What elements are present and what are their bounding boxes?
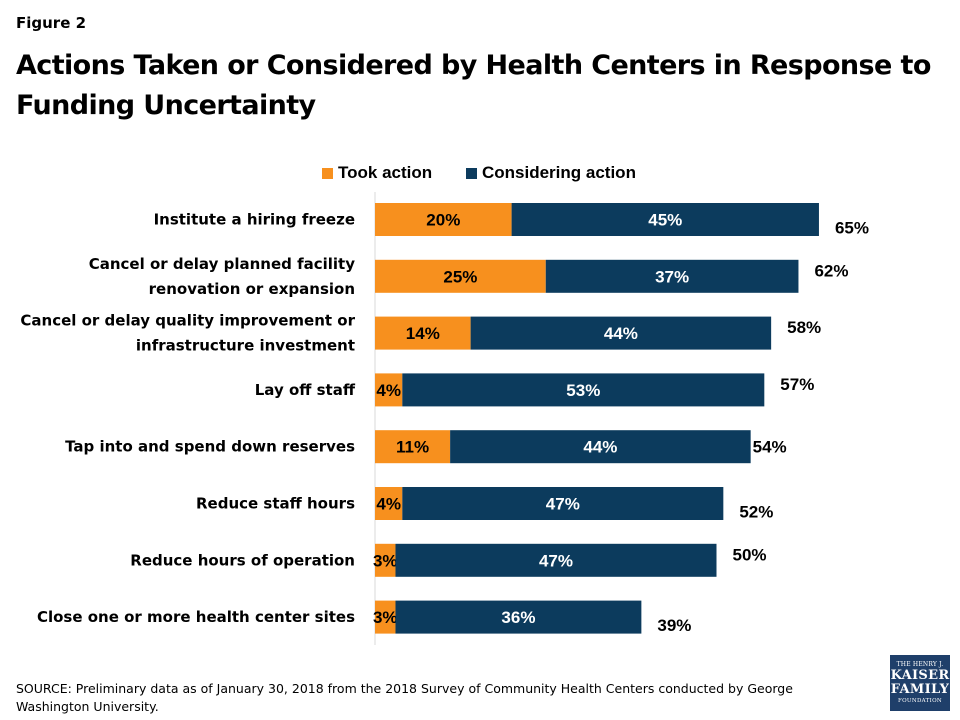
kff-logo: THE HENRY J. KAISER FAMILY FOUNDATION	[890, 655, 950, 711]
bar-considering-action	[511, 203, 819, 236]
bar-considering-action	[545, 259, 799, 293]
logo-line-1: THE HENRY J.	[896, 661, 944, 668]
data-label-took-action: 25%	[443, 267, 477, 286]
legend-label-considering-action: Considering action	[482, 163, 636, 182]
bar-considering-action	[402, 373, 765, 407]
bar-considering-action	[395, 543, 717, 577]
total-label: 39%	[657, 616, 691, 635]
bar-took-action	[375, 259, 546, 293]
chart-title: Actions Taken or Considered by Health Ce…	[16, 50, 931, 121]
total-label: 58%	[787, 318, 821, 337]
data-label-took-action: 20%	[426, 211, 460, 230]
bars-group: Institute a hiring freeze 20% 45% 65% Cancel…	[20, 203, 869, 635]
data-label-considering-action: 44%	[604, 324, 638, 343]
logo-line-3: FAMILY	[890, 682, 950, 697]
category-label: Reduce hours of operation	[130, 551, 355, 569]
legend-swatch-took-action	[322, 167, 333, 179]
bar-considering-action	[402, 487, 724, 520]
bar-considering-action	[395, 600, 642, 634]
data-label-considering-action: 37%	[655, 267, 689, 286]
total-label: 50%	[733, 545, 767, 564]
data-label-took-action: 3%	[373, 551, 398, 570]
total-label: 54%	[753, 438, 787, 457]
data-label-took-action: 4%	[376, 495, 401, 514]
logo-line-2: KAISER	[890, 668, 950, 683]
data-label-considering-action: 36%	[501, 608, 535, 627]
logo-line-4: FOUNDATION	[897, 698, 943, 704]
data-label-considering-action: 44%	[583, 438, 617, 457]
data-label-took-action: 14%	[406, 324, 440, 343]
total-label: 57%	[780, 375, 814, 394]
data-label-took-action: 3%	[373, 608, 398, 627]
category-label: Reduce staff hours	[196, 495, 355, 513]
bar-considering-action	[470, 316, 772, 350]
bar-took-action	[375, 203, 512, 236]
data-label-took-action: 11%	[396, 438, 429, 457]
bar-took-action	[375, 543, 396, 577]
bar-took-action	[375, 316, 471, 350]
category-label: Tap into and spend down reserves	[65, 438, 355, 456]
bar-took-action	[375, 430, 451, 464]
category-label: Close one or more health center sites	[37, 608, 355, 626]
category-label: Lay off staff	[255, 381, 356, 399]
legend-item-considering-action: Considering action	[466, 163, 636, 183]
category-label: Cancel or delay planned facility	[89, 255, 356, 273]
legend: Took action Considering action	[0, 163, 960, 185]
category-label: renovation or expansion	[149, 280, 355, 298]
legend-label-took-action: Took action	[338, 163, 433, 182]
bar-considering-action	[450, 430, 751, 464]
bar-took-action	[375, 600, 396, 634]
data-label-considering-action: 47%	[539, 551, 573, 570]
category-label: Cancel or delay quality improvement or	[20, 312, 355, 330]
data-label-considering-action: 53%	[566, 381, 600, 400]
total-label: 52%	[739, 503, 773, 522]
legend-item-took-action: Took action	[322, 163, 432, 183]
total-label: 65%	[835, 219, 869, 238]
source-note: SOURCE: Preliminary data as of January 3…	[16, 681, 793, 714]
figure-label: Figure 2	[16, 14, 87, 32]
total-label: 62%	[814, 261, 848, 280]
category-label: infrastructure investment	[136, 337, 355, 355]
data-label-considering-action: 47%	[546, 495, 580, 514]
data-label-considering-action: 45%	[648, 211, 682, 230]
category-label: Institute a hiring freeze	[154, 211, 355, 229]
bar-took-action	[375, 373, 403, 407]
bar-took-action	[375, 487, 403, 520]
data-label-took-action: 4%	[376, 381, 401, 400]
legend-swatch-considering-action	[466, 167, 477, 179]
